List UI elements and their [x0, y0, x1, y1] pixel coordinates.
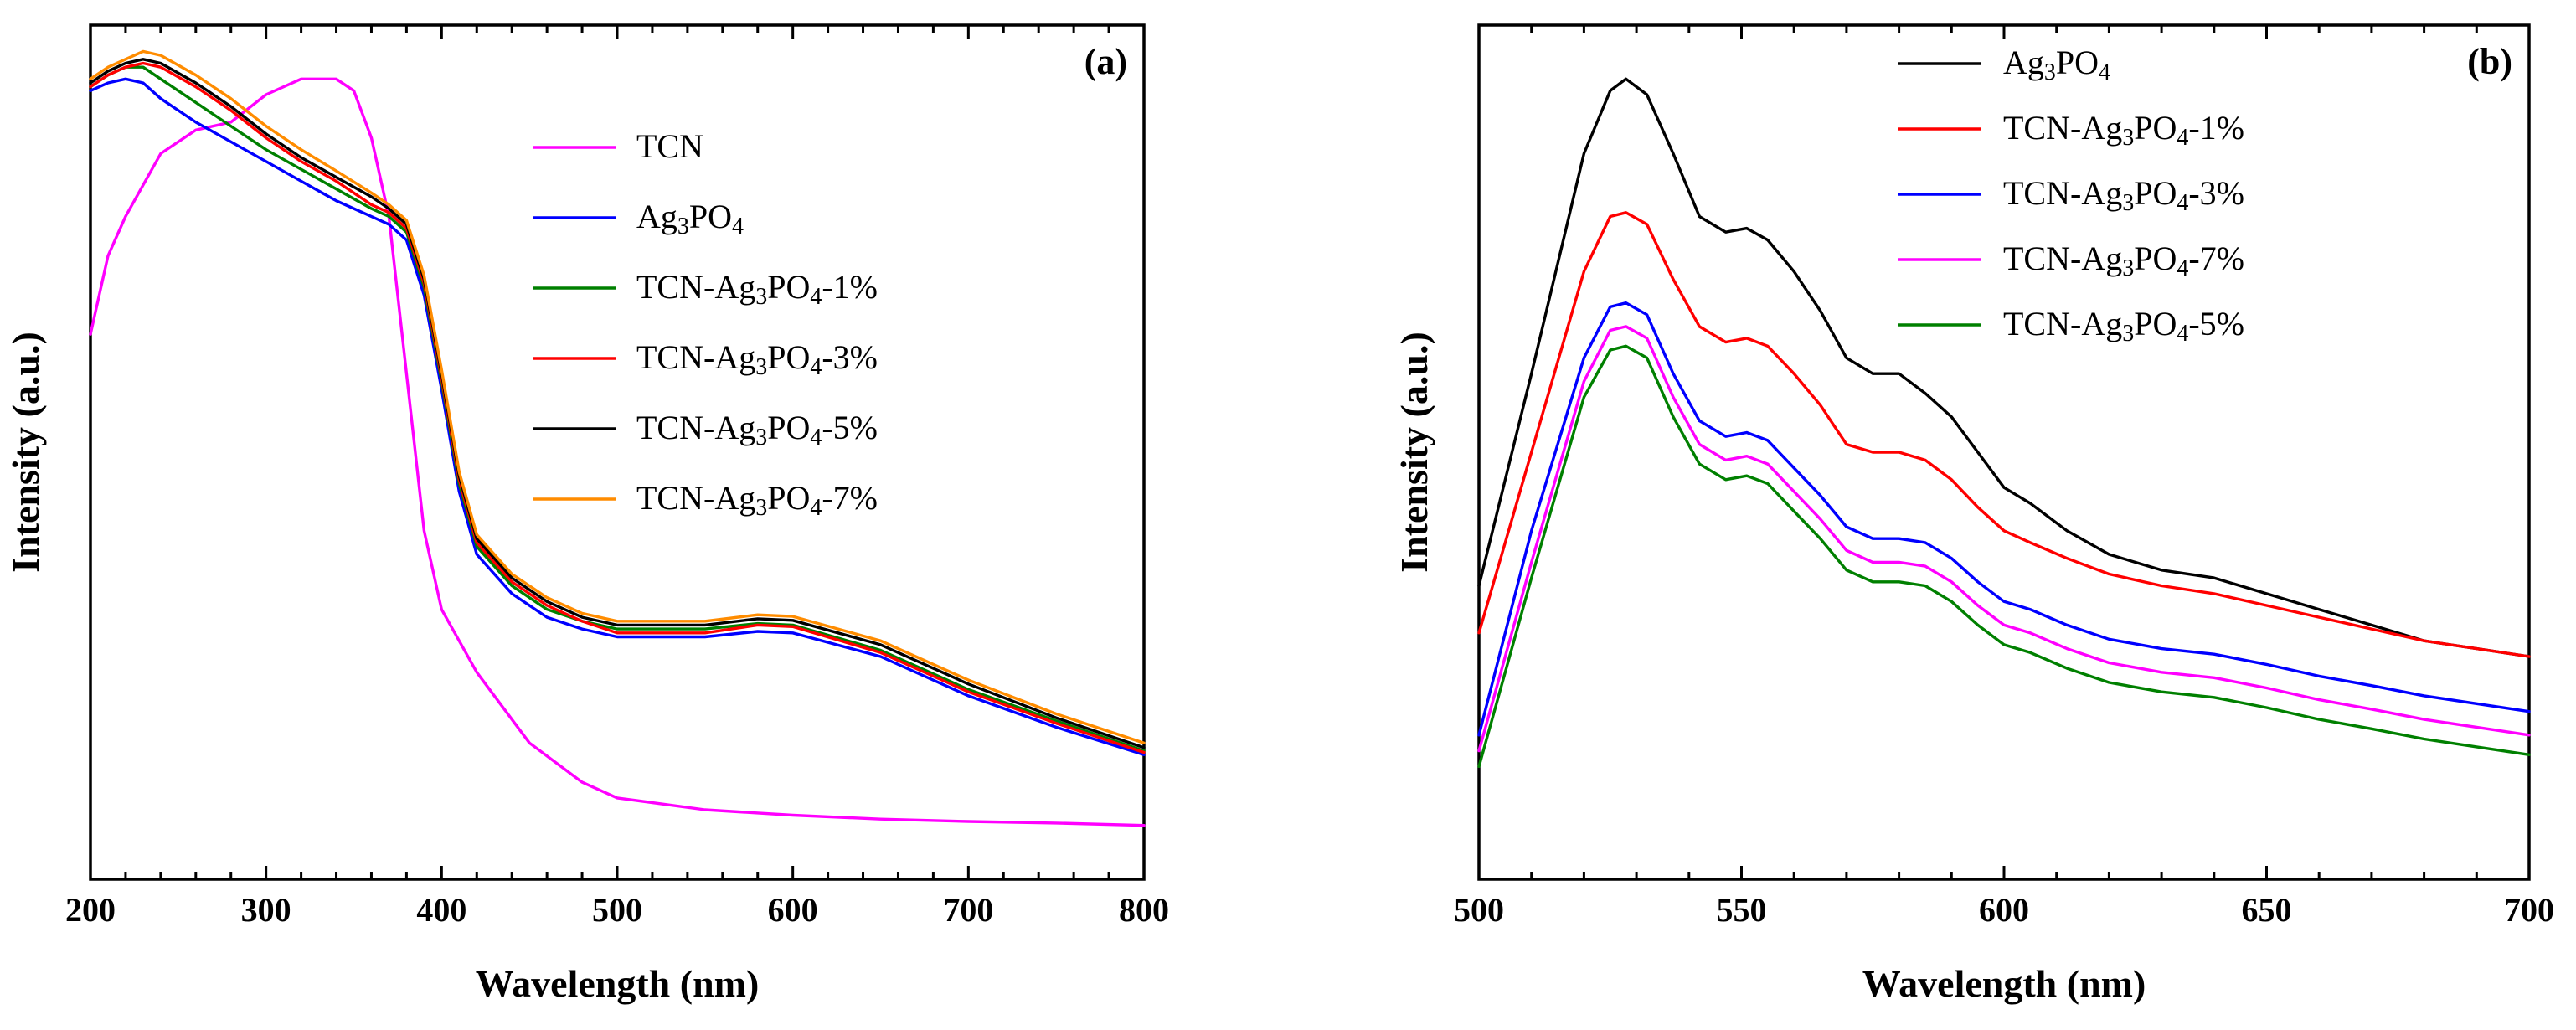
- legend-text-part: TCN-Ag: [636, 338, 755, 376]
- legend-entry: TCN-Ag3PO4-3%: [636, 338, 878, 380]
- legend-subscript: 4: [2099, 59, 2110, 85]
- legend-text-part: TCN-Ag: [2003, 239, 2122, 277]
- series-line-0: [89, 77, 1146, 827]
- x-axis-title: Wavelength (nm): [1862, 962, 2146, 1005]
- legend-entry: TCN-Ag3PO4-1%: [636, 268, 878, 310]
- chart-panel-b: 500 550 600 650 700 Wavelength (nm) Intensity …: [1393, 23, 2554, 1005]
- x-tick-label: 600: [1979, 891, 2029, 929]
- legend-subscript: 4: [2177, 125, 2188, 151]
- legend-entry: TCN-Ag3PO4-7%: [636, 479, 878, 521]
- legend-entry: Ag3PO4: [2003, 44, 2110, 85]
- legend-text-part: TCN-Ag: [2003, 174, 2122, 212]
- legend-text-part: PO: [2134, 109, 2177, 147]
- legend-subscript: 3: [2122, 125, 2134, 151]
- legend-entry: Ag3PO4: [636, 198, 744, 239]
- plot-frame: [1477, 23, 2531, 881]
- legend-text-part: PO: [2134, 239, 2177, 277]
- legend-entry: TCN: [636, 127, 703, 165]
- legend-subscript: 3: [2122, 190, 2134, 216]
- y-axis-title: Intensity (a.u.): [4, 332, 47, 573]
- legend-text-part: -5%: [822, 409, 878, 446]
- legend-text-part: -1%: [822, 268, 878, 306]
- x-axis-title: Wavelength (nm): [476, 962, 760, 1005]
- series-line-2: [89, 65, 1146, 753]
- legend-text-part: -7%: [2188, 239, 2244, 277]
- panel-label: (a): [1084, 41, 1127, 82]
- legend-subscript: 4: [810, 354, 822, 380]
- legend-text-part: TCN-Ag: [2003, 109, 2122, 147]
- legend-text-part: TCN: [636, 127, 703, 165]
- legend-text-part: TCN-Ag: [636, 268, 755, 306]
- legend-entry: TCN-Ag3PO4-5%: [2003, 305, 2244, 347]
- series-line-5: [89, 49, 1146, 744]
- plot-frame: [89, 23, 1146, 881]
- series-line-3: [1477, 325, 2531, 753]
- series-line-3: [89, 61, 1146, 754]
- x-tick-label: 500: [592, 891, 642, 929]
- x-tick-label: 700: [2504, 891, 2554, 929]
- x-tick-label: 550: [1717, 891, 1767, 929]
- legend-subscript: 4: [810, 284, 822, 310]
- legend-text-part: -3%: [822, 338, 878, 376]
- series-line-4: [1477, 344, 2531, 769]
- legend-text-part: Ag: [636, 198, 677, 235]
- chart-panel-a: 200 300 400 500 600 700 800 Wavelength (nm) Inte…: [4, 23, 1169, 1005]
- x-tick-label: 200: [65, 891, 116, 929]
- legend-subscript: 3: [755, 284, 767, 310]
- legend-subscript: 3: [677, 214, 689, 239]
- legend-text-part: -5%: [2188, 305, 2244, 342]
- legend-text-part: PO: [2134, 305, 2177, 342]
- legend-subscript: 4: [2177, 255, 2188, 281]
- legend-text-part: PO: [2134, 174, 2177, 212]
- legend-subscript: 3: [755, 495, 767, 521]
- legend-text-part: PO: [767, 409, 810, 446]
- series-line-0: [1477, 77, 2531, 658]
- legend-subscript: 4: [810, 495, 822, 521]
- legend-text-part: TCN-Ag: [2003, 305, 2122, 342]
- legend-subscript: 3: [2044, 59, 2056, 85]
- legend-text-part: PO: [767, 338, 810, 376]
- legend-subscript: 4: [732, 214, 744, 239]
- legend-entry: TCN-Ag3PO4-3%: [2003, 174, 2244, 216]
- legend-text-part: PO: [767, 479, 810, 517]
- legend-text-part: -1%: [2188, 109, 2244, 147]
- legend-text-part: PO: [2056, 44, 2099, 81]
- legend-subscript: 3: [755, 425, 767, 451]
- legend-subscript: 4: [810, 425, 822, 451]
- legend-entry: TCN-Ag3PO4-5%: [636, 409, 878, 451]
- legend-text-part: PO: [767, 268, 810, 306]
- x-tick-label: 400: [416, 891, 466, 929]
- legend-entry: TCN-Ag3PO4-1%: [2003, 109, 2244, 151]
- x-tick-label: 650: [2242, 891, 2292, 929]
- legend-entry: TCN-Ag3PO4-7%: [2003, 239, 2244, 281]
- series-line-2: [1477, 301, 2531, 737]
- y-axis-title: Intensity (a.u.): [1393, 332, 1435, 573]
- legend-subscript: 4: [2177, 321, 2188, 347]
- legend-subscript: 3: [2122, 255, 2134, 281]
- legend-text-part: -7%: [822, 479, 878, 517]
- series-line-1: [89, 77, 1146, 756]
- x-tick-label: 800: [1119, 891, 1169, 929]
- series-line-1: [1477, 211, 2531, 658]
- x-tick-label: 500: [1454, 891, 1504, 929]
- legend-subscript: 4: [2177, 190, 2188, 216]
- legend-text-part: PO: [689, 198, 732, 235]
- legend-subscript: 3: [755, 354, 767, 380]
- legend-text-part: TCN-Ag: [636, 479, 755, 517]
- legend-text-part: -3%: [2188, 174, 2244, 212]
- panel-label: (b): [2467, 41, 2512, 82]
- legend-text-part: TCN-Ag: [636, 409, 755, 446]
- series-line-4: [89, 58, 1146, 749]
- x-tick-label: 600: [768, 891, 818, 929]
- legend-text-part: Ag: [2003, 44, 2044, 81]
- x-tick-label: 700: [943, 891, 993, 929]
- x-tick-label: 300: [241, 891, 291, 929]
- legend-subscript: 3: [2122, 321, 2134, 347]
